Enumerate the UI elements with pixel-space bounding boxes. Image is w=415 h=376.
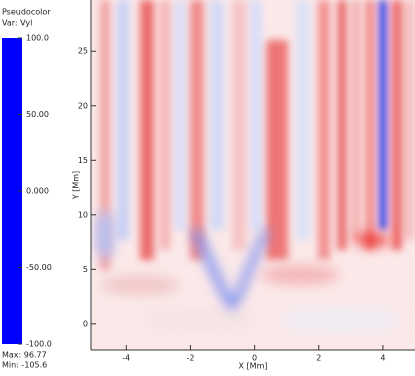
y-tick-label: 15 — [78, 156, 88, 165]
min-label: Min: -105.6 — [2, 361, 47, 370]
field-stripe — [379, 0, 387, 230]
legend-variable: Var: Vyl — [2, 19, 32, 28]
field-blob — [140, 308, 260, 332]
field-stripe — [296, 0, 310, 240]
field-stripe — [250, 0, 262, 230]
y-tick-label: 10 — [78, 210, 88, 219]
y-tick-label: 20 — [78, 101, 88, 110]
colorbar-tick-label: 100.0 — [26, 34, 49, 43]
field-blob — [354, 234, 390, 246]
field-stripe — [366, 0, 374, 250]
x-tick-label: 4 — [380, 354, 385, 363]
field-stripe — [117, 0, 129, 240]
field-stripe — [352, 0, 360, 240]
field-stripe — [392, 0, 402, 250]
y-axis-label: Y [Mm] — [72, 171, 81, 200]
x-axis-label: X [Mm] — [239, 362, 268, 371]
field-blob — [190, 230, 270, 320]
field-stripe — [318, 0, 330, 260]
legend-title: Pseudocolor — [2, 8, 51, 17]
colorbar-tick-label: -100.0 — [26, 340, 52, 349]
field-stripe — [160, 0, 170, 250]
y-tick-label: 25 — [78, 47, 88, 56]
max-label: Max: 96.77 — [2, 351, 47, 360]
x-tick-label: 0 — [252, 354, 257, 363]
colorbar-tick-label: 0.000 — [26, 187, 49, 196]
field-stripe — [210, 0, 224, 230]
x-tick-label: -2 — [186, 354, 194, 363]
field-stripe — [232, 0, 246, 250]
field-stripe — [404, 0, 415, 240]
field-stripe — [266, 40, 288, 260]
field-stripe — [175, 0, 185, 230]
x-tick-label: 2 — [316, 354, 321, 363]
field — [91, 0, 415, 350]
field-blob — [95, 210, 115, 260]
field-stripe — [338, 0, 346, 250]
colorbar — [2, 38, 22, 344]
field-blobs — [95, 210, 400, 332]
field-stripe — [100, 0, 110, 270]
field-blob — [260, 265, 340, 285]
colorbar-tick-label: 50.00 — [26, 110, 49, 119]
field-blob — [280, 308, 400, 332]
field-stripe — [190, 0, 204, 260]
field-stripes — [100, 0, 415, 270]
y-tick-label: 0 — [83, 319, 88, 328]
field-stripe — [140, 0, 154, 260]
x-tick-label: -4 — [122, 354, 130, 363]
y-tick-label: 5 — [83, 265, 88, 274]
colorbar-tick-label: -50.00 — [26, 263, 52, 272]
field-blob — [100, 275, 180, 295]
